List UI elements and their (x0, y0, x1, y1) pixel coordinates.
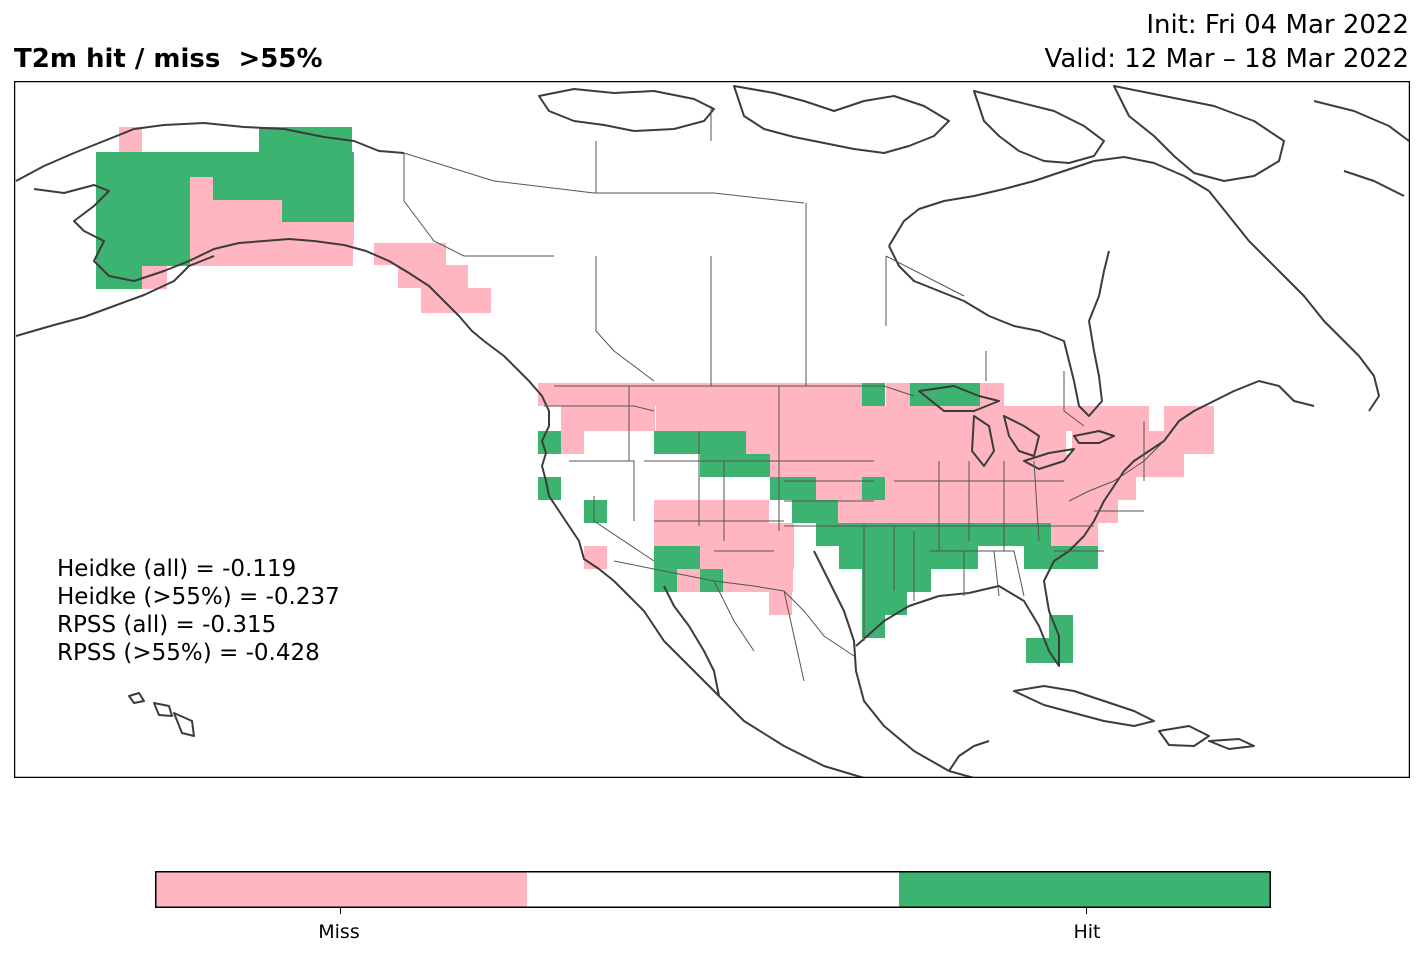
miss-cell (190, 200, 282, 222)
hit-cell (862, 615, 885, 638)
colorbar-tick-hit (1086, 908, 1087, 914)
miss-cell (700, 546, 794, 569)
hit-cell (1049, 638, 1073, 663)
heidke-all-score: Heidke (all) = -0.119 (57, 556, 297, 582)
miss-cell (677, 569, 700, 592)
miss-cell (886, 431, 1066, 454)
hit-cell (862, 569, 907, 592)
colorbar-hit-segment (899, 871, 1271, 908)
colorbar-label-hit: Hit (1073, 921, 1101, 943)
colorbar-miss-segment (155, 871, 527, 908)
miss-cell (1051, 523, 1098, 546)
hit-cell (1049, 615, 1073, 638)
hit-cell (96, 152, 354, 177)
rpss-55-score: RPSS (>55%) = -0.428 (57, 640, 320, 666)
hit-cell (538, 477, 561, 500)
miss-cell (838, 500, 1048, 523)
miss-cell (642, 383, 877, 406)
miss-cell (1048, 500, 1118, 523)
miss-cell (398, 265, 468, 288)
hit-cell (213, 177, 354, 200)
miss-cell (190, 222, 354, 244)
miss-cell (656, 406, 679, 431)
miss-cell (723, 569, 793, 592)
rpss-all-score: RPSS (all) = -0.315 (57, 612, 277, 638)
hit-cell (96, 222, 118, 266)
forecast-map (14, 81, 1410, 778)
hit-cell (954, 546, 978, 569)
skill-scores: Heidke (all) = -0.119 Heidke (>55%) = -0… (57, 555, 340, 667)
colorbar-tick-miss (340, 908, 341, 914)
hit-cell (282, 200, 354, 222)
hit-cell (816, 523, 1051, 546)
map-title: T2m hit / miss >55% (14, 44, 323, 74)
miss-cell (190, 177, 213, 200)
miss-cell (190, 244, 353, 266)
miss-cell (769, 592, 792, 615)
colorbar (155, 871, 1271, 908)
colorbar-neutral-segment (527, 871, 899, 908)
miss-cell (1164, 406, 1214, 431)
hit-miss-grid (96, 127, 1214, 663)
init-date-label: Init: Fri 04 Mar 2022 (1146, 10, 1409, 40)
miss-cell (746, 431, 886, 454)
miss-cell (816, 477, 862, 500)
miss-cell (561, 431, 584, 454)
heidke-55-score: Heidke (>55%) = -0.237 (57, 584, 340, 610)
colorbar-frame (155, 871, 1271, 908)
hit-cell (654, 569, 677, 592)
colorbar-label-miss: Miss (318, 921, 360, 943)
political-borders (403, 106, 1165, 682)
coastlines (15, 85, 1410, 778)
hit-cell (770, 477, 816, 500)
miss-cell (421, 288, 491, 313)
miss-cell (374, 243, 446, 265)
hit-cell (654, 546, 700, 569)
hit-cell (700, 454, 770, 477)
hit-cell (144, 244, 190, 266)
hit-cell (96, 177, 190, 200)
hit-cell (907, 569, 931, 592)
hit-cell (700, 431, 746, 454)
miss-cell (885, 477, 1075, 500)
miss-cell (770, 454, 886, 477)
hit-cell (96, 200, 190, 222)
map-frame (14, 81, 1410, 778)
valid-period-label: Valid: 12 Mar – 18 Mar 2022 (1044, 44, 1409, 74)
hit-cell (792, 500, 838, 523)
miss-cell (886, 383, 910, 406)
miss-cell (538, 383, 656, 406)
miss-cell (679, 406, 889, 431)
hit-cell (839, 546, 954, 569)
miss-cell (654, 500, 769, 523)
miss-cell (1054, 454, 1184, 477)
miss-cell (889, 406, 1149, 431)
hit-cell (584, 500, 607, 523)
miss-cell (1072, 431, 1214, 454)
miss-cell (561, 406, 655, 431)
hit-cell (654, 431, 700, 454)
hit-cell (862, 477, 885, 500)
hit-cell (862, 383, 885, 406)
hit-cell (862, 592, 907, 615)
miss-cell (980, 383, 1004, 406)
